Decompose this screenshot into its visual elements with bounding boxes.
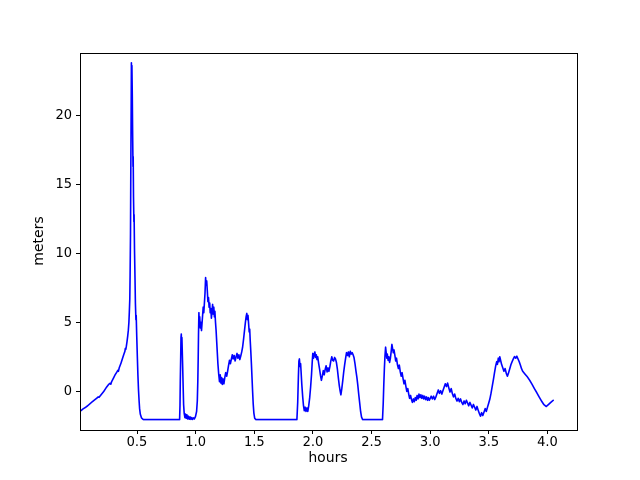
y-tick-mark <box>76 115 80 117</box>
y-tick-label: 0 <box>63 383 72 399</box>
x-tick-mark <box>312 430 314 434</box>
x-axis-label: hours <box>308 450 348 466</box>
x-tick-label: 1.0 <box>185 435 206 450</box>
x-tick-label: 0.5 <box>126 435 148 450</box>
x-tick-label: 3.5 <box>478 435 500 450</box>
x-tick-label: 2.5 <box>361 435 382 450</box>
x-tick-mark <box>488 430 490 434</box>
y-tick-mark <box>76 253 80 255</box>
x-tick-mark <box>546 430 548 434</box>
y-tick-label: 10 <box>55 245 72 261</box>
x-tick-label: 4.0 <box>537 435 558 450</box>
x-tick-mark <box>136 430 138 434</box>
y-tick-label: 20 <box>55 107 72 123</box>
surface-elevation-chart <box>81 62 555 421</box>
x-tick-mark <box>253 430 255 434</box>
y-tick-mark <box>76 184 80 186</box>
y-tick-label: 5 <box>63 314 72 330</box>
x-tick-label: 2.0 <box>302 435 324 450</box>
x-tick-label: 1.5 <box>243 435 265 450</box>
x-tick-mark <box>429 430 431 434</box>
y-tick-mark <box>76 322 80 324</box>
x-tick-label: 3.0 <box>419 435 441 450</box>
plot-area <box>80 53 578 431</box>
eta-line-series <box>81 62 555 421</box>
x-tick-mark <box>195 430 197 434</box>
x-tick-mark <box>371 430 373 434</box>
y-tick-mark <box>76 391 80 393</box>
y-tick-label: 15 <box>55 176 72 192</box>
